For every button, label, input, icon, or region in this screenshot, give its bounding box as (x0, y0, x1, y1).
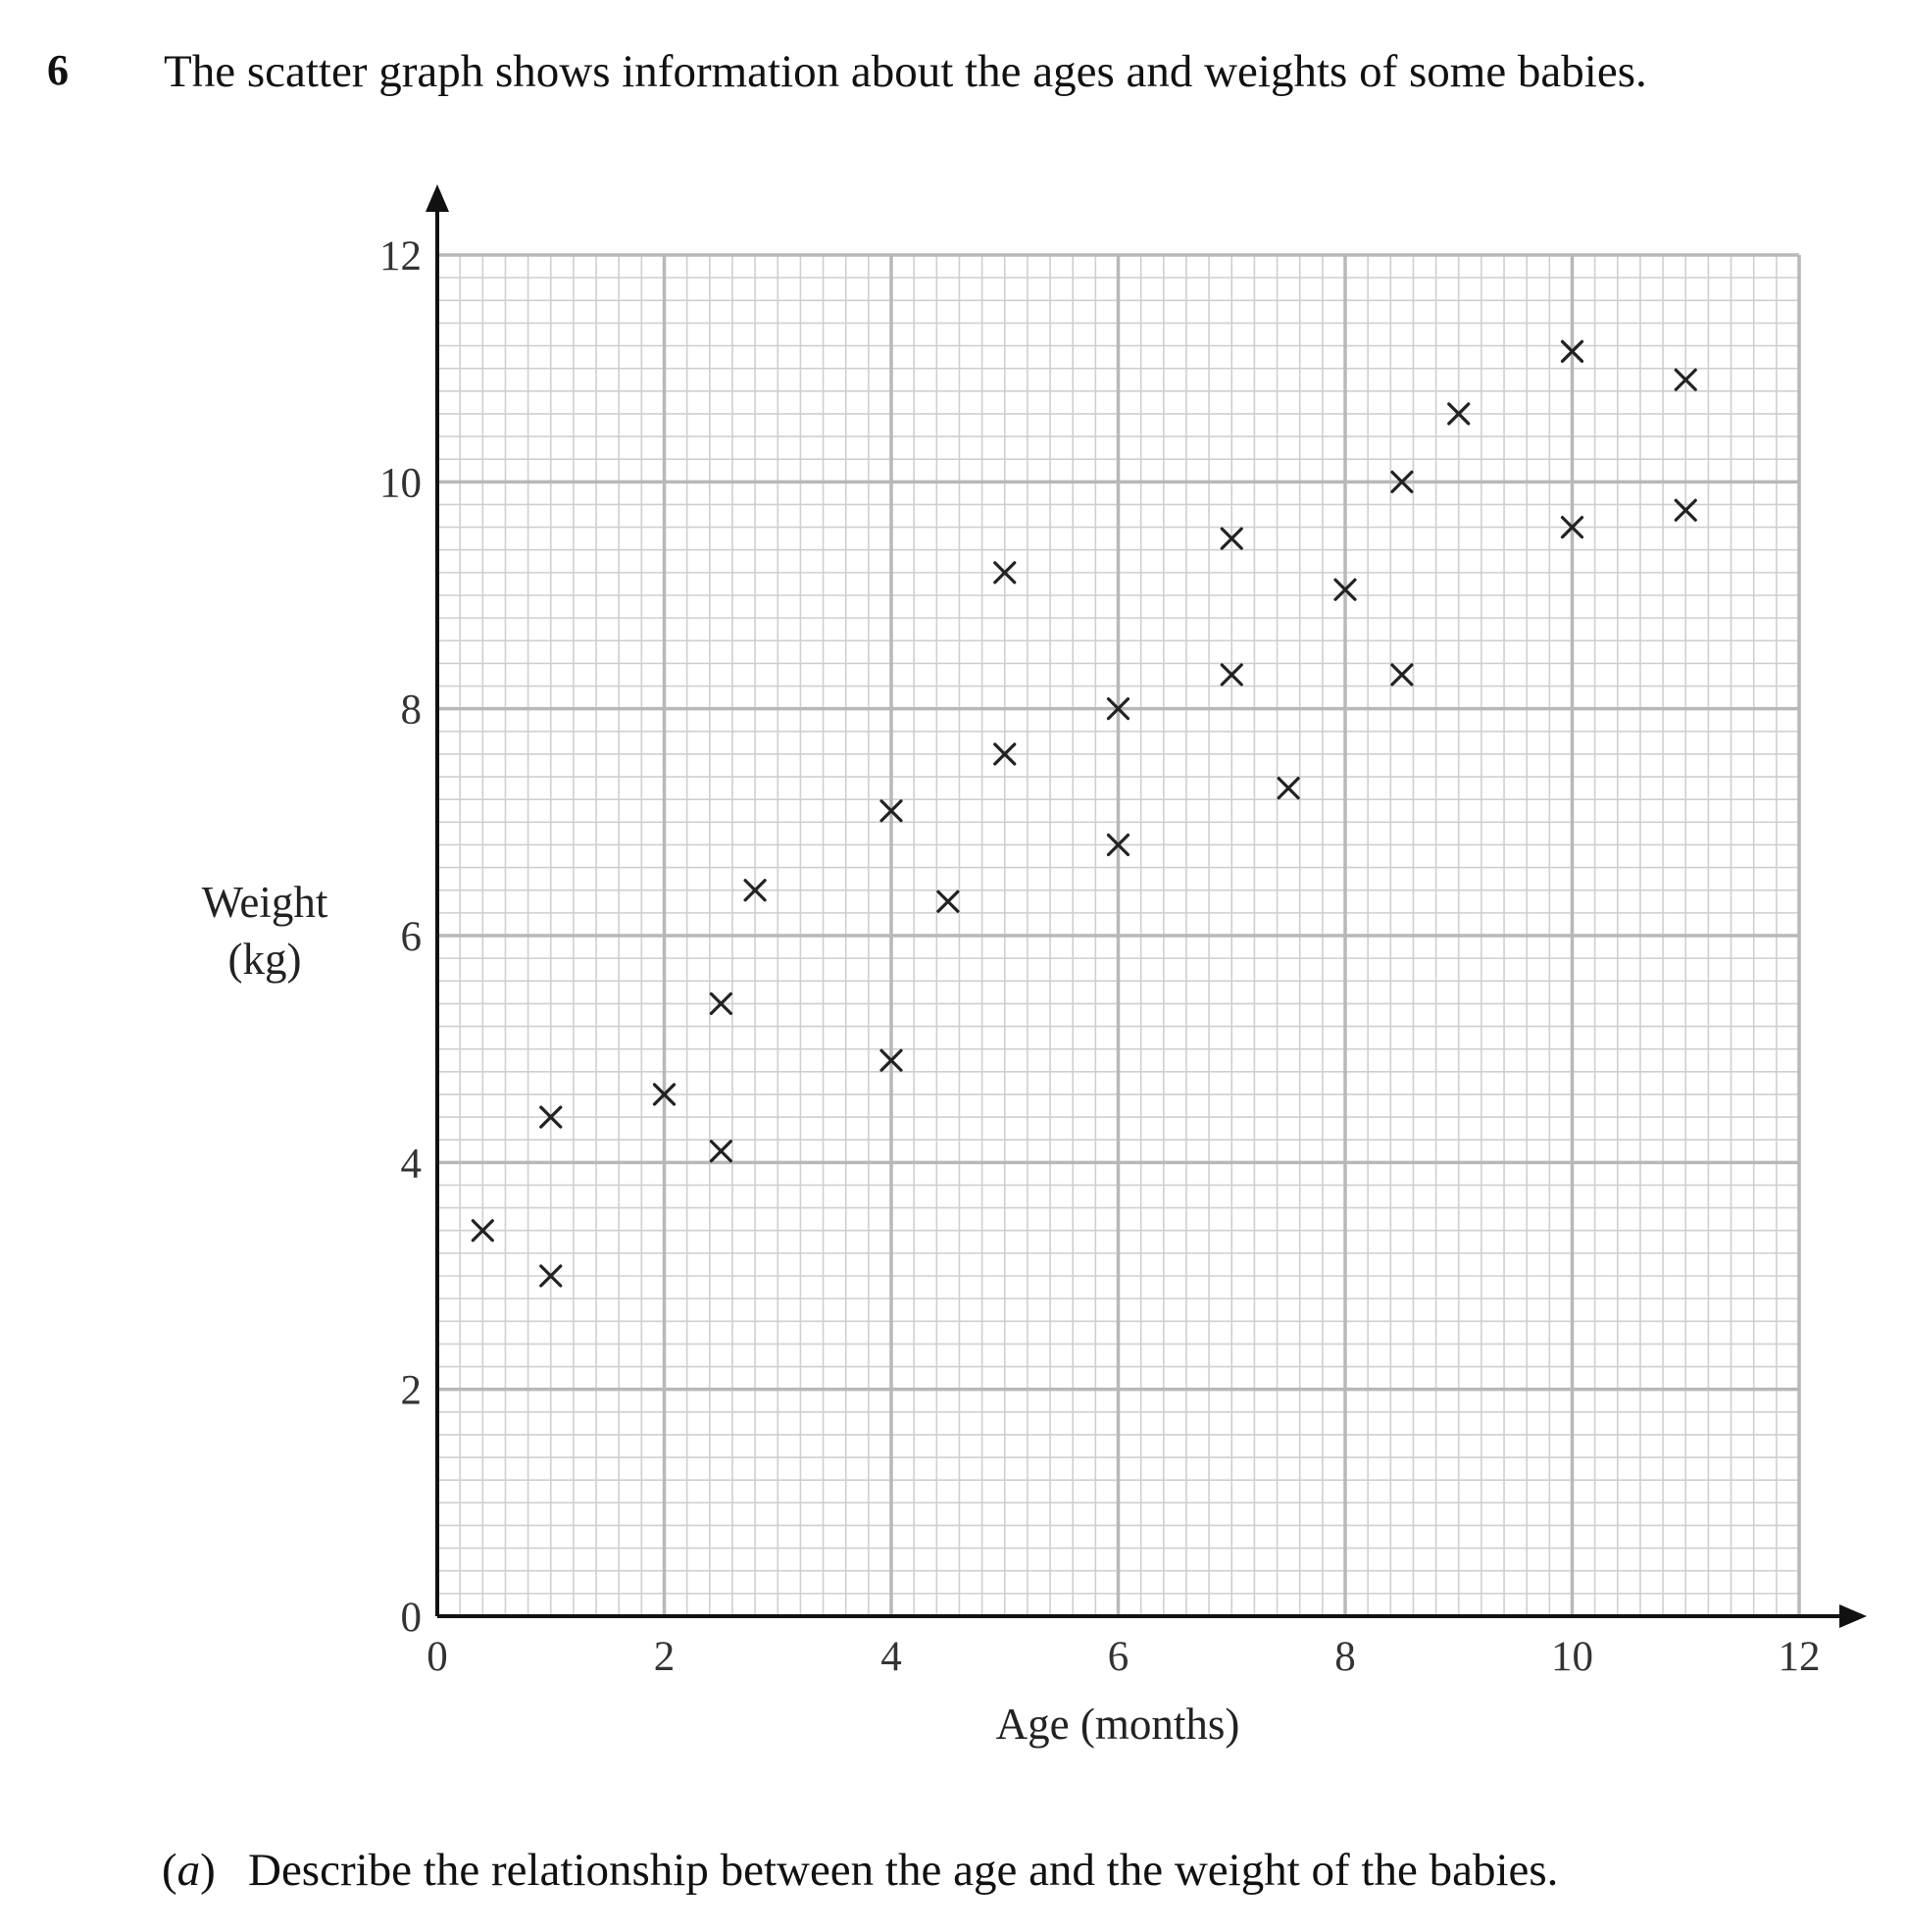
y-tick-label: 4 (401, 1141, 423, 1187)
data-point (539, 1105, 563, 1129)
x-tick-label: 2 (654, 1634, 676, 1680)
part-a-open-paren: ( (162, 1845, 177, 1896)
x-tick-label: 12 (1779, 1634, 1821, 1680)
part-a-letter: a (176, 1845, 201, 1896)
x-tick-label: 6 (1108, 1634, 1129, 1680)
data-point (743, 879, 767, 902)
y-axis-title-line-2: (kg) (228, 935, 302, 984)
data-point (1447, 402, 1471, 426)
y-tick-label: 0 (401, 1595, 423, 1641)
data-point (1560, 339, 1584, 363)
data-point (709, 991, 732, 1016)
y-axis-arrowhead (426, 184, 449, 212)
data-point (1674, 368, 1697, 391)
data-point (1277, 777, 1300, 800)
data-point (652, 1083, 677, 1106)
y-tick-label: 8 (401, 687, 423, 734)
x-tick-labels: 0 2 4 6 8 10 12 (427, 1634, 1820, 1680)
x-tick-label: 8 (1334, 1634, 1356, 1680)
data-point (709, 1140, 732, 1163)
question-number: 6 (47, 46, 69, 94)
data-points (471, 339, 1697, 1288)
data-point (993, 561, 1017, 585)
data-point (1674, 498, 1697, 522)
data-point (471, 1219, 494, 1243)
data-point (879, 1048, 903, 1072)
data-point (1390, 663, 1414, 686)
data-point (936, 890, 960, 913)
data-point (879, 799, 903, 823)
part-a-close-paren: ) (200, 1845, 216, 1896)
y-axis-title-line-1: Weight (202, 878, 328, 927)
y-tick-label: 12 (379, 233, 422, 280)
y-tick-label: 2 (401, 1368, 423, 1414)
x-tick-label: 0 (427, 1634, 448, 1680)
x-tick-label: 10 (1551, 1634, 1593, 1680)
data-point (993, 742, 1017, 766)
data-point (1106, 697, 1130, 721)
x-tick-label: 4 (880, 1634, 902, 1680)
x-axis-arrowhead (1839, 1604, 1867, 1628)
part-a-label: (a) (162, 1844, 216, 1897)
data-point (1106, 833, 1130, 857)
y-tick-label: 10 (379, 460, 422, 506)
question-text: The scatter graph shows information abou… (164, 46, 1647, 97)
data-point (1560, 515, 1584, 539)
data-point (1220, 663, 1243, 686)
data-point (539, 1264, 563, 1288)
part-a-text: Describe the relationship between the ag… (248, 1845, 1559, 1896)
y-tick-labels: 0 2 4 6 8 10 12 (379, 233, 422, 1641)
data-point (1333, 578, 1357, 601)
y-tick-label: 6 (401, 914, 423, 960)
axes (426, 184, 1867, 1628)
data-point (1390, 470, 1414, 493)
x-axis-title: Age (months) (996, 1700, 1240, 1749)
data-point (1220, 527, 1243, 550)
